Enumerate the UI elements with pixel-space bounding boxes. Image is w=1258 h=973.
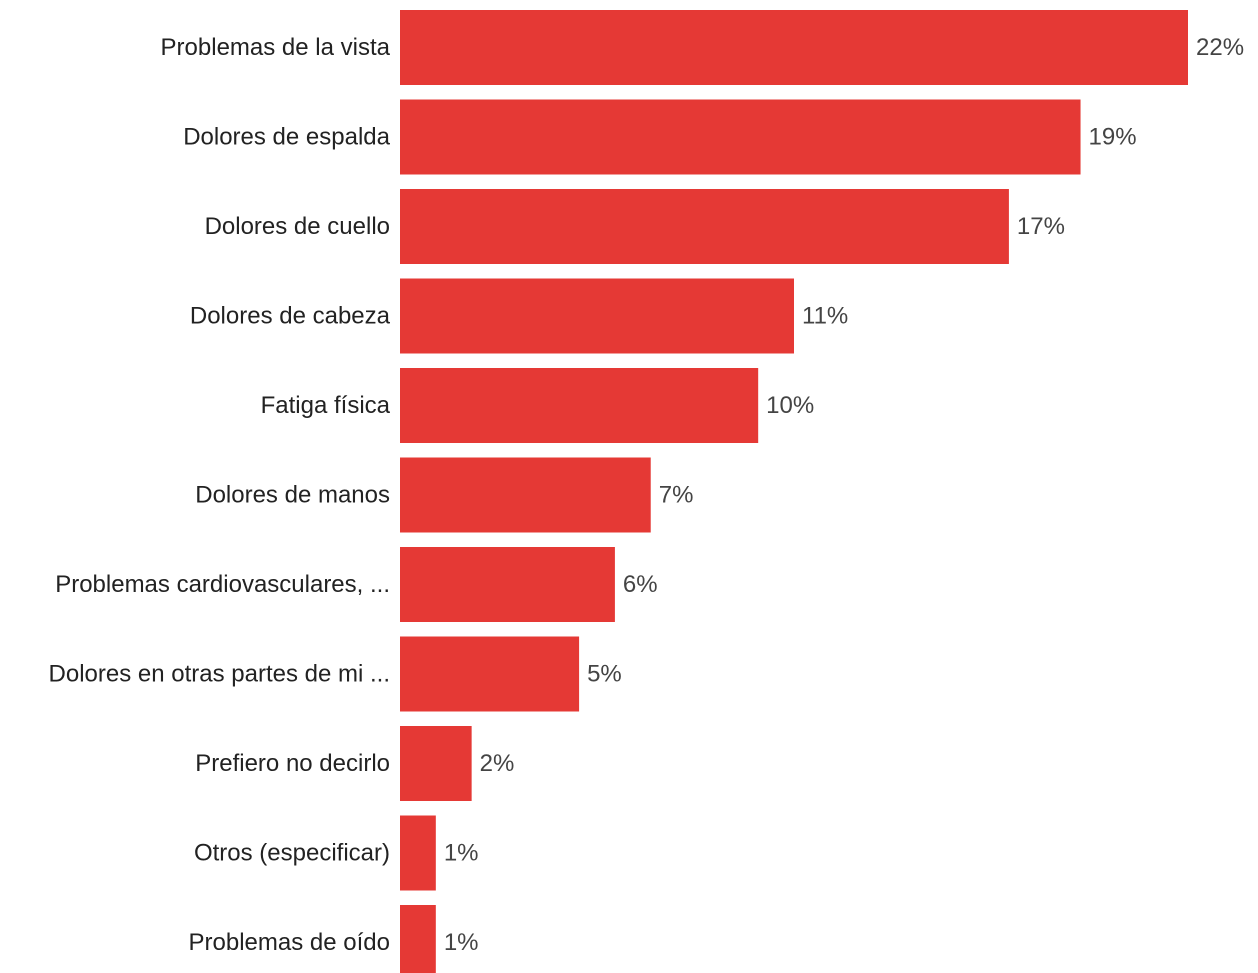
bar: [400, 547, 615, 622]
category-label: Dolores en otras partes de mi ...: [49, 661, 390, 688]
value-label: 6%: [623, 571, 658, 598]
category-label: Problemas de la vista: [161, 34, 391, 61]
category-label: Problemas cardiovasculares, ...: [55, 571, 390, 598]
value-label: 1%: [444, 929, 479, 956]
value-label: 2%: [480, 750, 515, 777]
value-label: 5%: [587, 661, 622, 688]
bar: [400, 815, 436, 891]
category-labels-group: Problemas de la vista Dolores de espalda D…: [49, 34, 391, 956]
bars-group: [400, 10, 1188, 973]
value-label: 1%: [444, 840, 479, 867]
category-label: Problemas de oído: [189, 929, 390, 956]
bar: [400, 189, 1009, 264]
category-label: Fatiga física: [261, 392, 391, 419]
category-label: Prefiero no decirlo: [195, 750, 390, 777]
value-label: 11%: [802, 303, 848, 330]
bar: [400, 726, 472, 801]
bar: [400, 457, 651, 533]
category-label: Dolores de cuello: [205, 213, 390, 240]
bar: [400, 368, 759, 443]
category-label: Dolores de cabeza: [190, 303, 391, 330]
value-label: 7%: [659, 482, 694, 509]
bar: [400, 99, 1081, 175]
category-label: Dolores de espalda: [183, 124, 390, 151]
value-labels-group: 22% 19% 17% 11% 10% 7% 6% 5% 2% 1% 1%: [444, 34, 1244, 956]
category-label: Dolores de manos: [195, 482, 390, 509]
bar: [400, 10, 1188, 85]
value-label: 10%: [766, 392, 814, 419]
value-label: 17%: [1017, 213, 1065, 240]
value-label: 22%: [1196, 34, 1244, 61]
category-label: Otros (especificar): [194, 840, 390, 867]
bar: [400, 636, 580, 712]
bar: [400, 905, 436, 973]
bar: [400, 278, 794, 354]
value-label: 19%: [1089, 124, 1137, 151]
